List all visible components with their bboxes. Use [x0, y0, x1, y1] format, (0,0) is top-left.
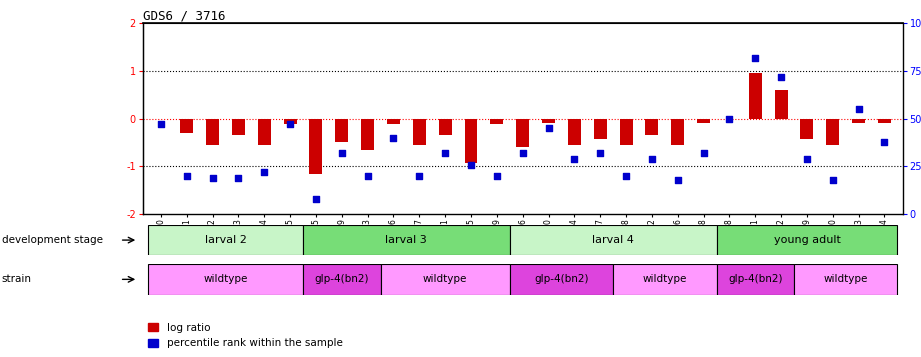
- Point: [180, 173, 194, 179]
- Text: larval 3: larval 3: [386, 235, 427, 245]
- Bar: [284, 119, 297, 125]
- Bar: [387, 119, 400, 125]
- Bar: [697, 119, 710, 122]
- Point: [231, 175, 246, 181]
- Bar: [509, 264, 613, 295]
- Bar: [516, 119, 530, 147]
- Bar: [380, 264, 509, 295]
- Text: glp-4(bn2): glp-4(bn2): [728, 274, 783, 285]
- Bar: [206, 119, 219, 145]
- Point: [412, 173, 426, 179]
- Bar: [749, 73, 762, 119]
- Point: [515, 150, 530, 156]
- Text: wildtype: wildtype: [423, 274, 467, 285]
- Point: [748, 55, 763, 60]
- Bar: [303, 225, 509, 255]
- Bar: [594, 119, 607, 139]
- Point: [154, 122, 169, 127]
- Text: glp-4(bn2): glp-4(bn2): [534, 274, 589, 285]
- Bar: [335, 119, 348, 142]
- Bar: [258, 119, 271, 145]
- Point: [205, 175, 220, 181]
- Point: [257, 169, 272, 175]
- Text: wildtype: wildtype: [823, 274, 868, 285]
- Bar: [717, 225, 897, 255]
- Bar: [509, 225, 717, 255]
- Point: [619, 173, 634, 179]
- Text: young adult: young adult: [774, 235, 840, 245]
- Point: [799, 156, 814, 162]
- Point: [774, 74, 788, 80]
- Bar: [613, 264, 717, 295]
- Text: GDS6 / 3716: GDS6 / 3716: [143, 9, 226, 22]
- Bar: [717, 264, 794, 295]
- Point: [309, 196, 323, 202]
- Bar: [490, 119, 503, 125]
- Text: wildtype: wildtype: [204, 274, 248, 285]
- Bar: [413, 119, 426, 145]
- Text: wildtype: wildtype: [643, 274, 687, 285]
- Point: [489, 173, 504, 179]
- Bar: [361, 119, 374, 150]
- Bar: [542, 119, 555, 122]
- Point: [567, 156, 582, 162]
- Bar: [303, 264, 380, 295]
- Bar: [309, 119, 322, 174]
- Point: [670, 177, 685, 183]
- Bar: [826, 119, 839, 145]
- Point: [877, 139, 892, 145]
- Bar: [794, 264, 897, 295]
- Point: [386, 135, 401, 141]
- Text: strain: strain: [2, 274, 32, 285]
- Bar: [646, 119, 659, 135]
- Bar: [232, 119, 245, 135]
- Point: [283, 122, 297, 127]
- Point: [437, 150, 452, 156]
- Bar: [568, 119, 581, 145]
- Text: larval 2: larval 2: [204, 235, 247, 245]
- Text: glp-4(bn2): glp-4(bn2): [314, 274, 369, 285]
- Bar: [464, 119, 477, 163]
- Bar: [148, 264, 303, 295]
- Bar: [775, 90, 787, 119]
- Point: [722, 116, 737, 121]
- Text: larval 4: larval 4: [592, 235, 634, 245]
- Bar: [181, 119, 193, 133]
- Bar: [671, 119, 684, 145]
- Point: [593, 150, 608, 156]
- Point: [851, 106, 866, 112]
- Bar: [438, 119, 451, 135]
- Point: [645, 156, 659, 162]
- Point: [463, 162, 478, 167]
- Point: [542, 125, 556, 131]
- Bar: [878, 119, 891, 124]
- Point: [360, 173, 375, 179]
- Bar: [620, 119, 633, 145]
- Bar: [148, 225, 303, 255]
- Point: [334, 150, 349, 156]
- Point: [696, 150, 711, 156]
- Legend: log ratio, percentile rank within the sample: log ratio, percentile rank within the sa…: [148, 323, 343, 348]
- Text: development stage: development stage: [2, 235, 103, 245]
- Bar: [852, 119, 865, 122]
- Bar: [800, 119, 813, 139]
- Point: [825, 177, 840, 183]
